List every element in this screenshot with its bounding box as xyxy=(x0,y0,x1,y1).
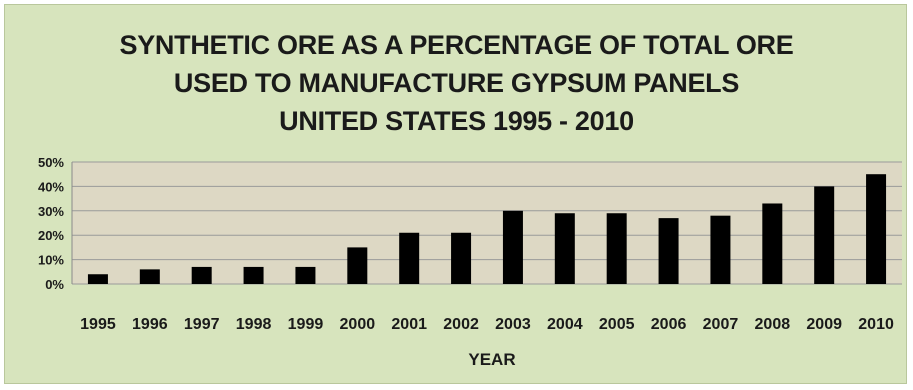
bar-2000 xyxy=(347,247,368,284)
x-tick-label: 2007 xyxy=(703,316,739,333)
y-tick-label: 50% xyxy=(38,155,64,170)
bar-2007 xyxy=(710,215,731,284)
y-tick-label: 20% xyxy=(38,228,64,243)
bar-2001 xyxy=(399,232,420,284)
x-tick-label: 1999 xyxy=(288,316,324,333)
chart-title-line-3: UNITED STATES 1995 - 2010 xyxy=(279,106,634,136)
bar-2002 xyxy=(451,232,472,284)
bar-1995 xyxy=(87,274,108,284)
x-tick-label: 2009 xyxy=(806,316,842,333)
bar-2010 xyxy=(866,174,887,284)
bar-2008 xyxy=(762,203,783,284)
x-tick-label: 2001 xyxy=(391,316,427,333)
bar-1996 xyxy=(139,269,160,284)
x-tick-label: 2006 xyxy=(651,316,687,333)
x-tick-label: 2005 xyxy=(599,316,635,333)
bar-1999 xyxy=(295,266,316,284)
x-tick-label: 2003 xyxy=(495,316,531,333)
y-tick-label: 0% xyxy=(45,277,64,292)
x-tick-label: 1997 xyxy=(184,316,220,333)
bar-2005 xyxy=(606,213,627,284)
chart-title-line-1: SYNTHETIC ORE AS A PERCENTAGE OF TOTAL O… xyxy=(119,30,794,60)
chart-title: SYNTHETIC ORE AS A PERCENTAGE OF TOTAL O… xyxy=(0,26,913,140)
x-tick-label: 2010 xyxy=(858,316,894,333)
y-tick-label: 30% xyxy=(38,204,64,219)
bar-2009 xyxy=(814,186,835,284)
bar-2004 xyxy=(554,213,575,284)
chart-title-line-2: USED TO MANUFACTURE GYPSUM PANELS xyxy=(173,68,740,98)
x-tick-label: 1996 xyxy=(132,316,168,333)
x-tick-label: 2002 xyxy=(443,316,479,333)
bar-2003 xyxy=(502,210,523,284)
x-tick-label: 2004 xyxy=(547,316,583,333)
x-tick-label: 2008 xyxy=(755,316,791,333)
bar-1997 xyxy=(191,266,212,284)
x-tick-label: 1995 xyxy=(80,316,116,333)
bar-2006 xyxy=(658,218,679,284)
x-tick-label: 2000 xyxy=(340,316,376,333)
x-tick-label: 1998 xyxy=(236,316,272,333)
bar-1998 xyxy=(243,266,264,284)
y-tick-label: 10% xyxy=(38,253,64,268)
y-tick-label: 40% xyxy=(38,179,64,194)
x-axis-title: YEAR xyxy=(468,350,515,369)
